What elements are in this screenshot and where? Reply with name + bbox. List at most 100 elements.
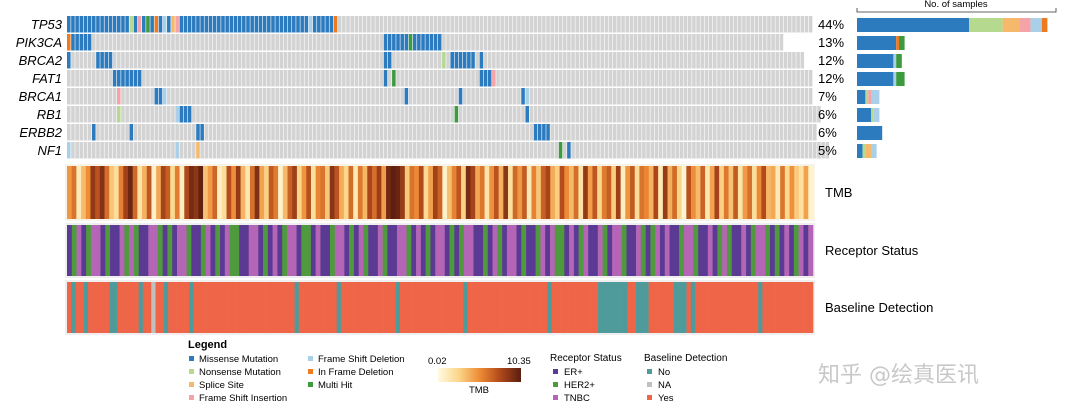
baseline-cell bbox=[210, 282, 215, 333]
mutation-cell-erbb2-none bbox=[554, 124, 559, 141]
mutation-cell-nf1-none bbox=[246, 142, 250, 159]
mutation-cell-fat1-none bbox=[425, 70, 429, 87]
mutation-cell-pik3ca-none bbox=[121, 34, 125, 51]
mutation-cell-pik3ca-none bbox=[596, 34, 600, 51]
mutation-cell-brca1-none bbox=[437, 88, 442, 105]
mutation-cell-brca1-none bbox=[696, 88, 700, 105]
baseline-cell bbox=[614, 282, 620, 333]
mutation-cell-fat1-none bbox=[650, 70, 655, 87]
mutation-cell-erbb2-none bbox=[79, 124, 84, 141]
mutation-cell-nf1-none bbox=[337, 142, 342, 159]
bar-segment-tp53-missense bbox=[857, 18, 969, 32]
mutation-cell-brca2-none bbox=[225, 52, 229, 69]
mutation-cell-nf1-none bbox=[100, 142, 104, 159]
receptor-cell bbox=[554, 225, 560, 276]
mutation-cell-erbb2-none bbox=[158, 124, 163, 141]
legend-tmb-label: TMB bbox=[469, 385, 489, 396]
mutation-cell-rb1-none bbox=[637, 106, 642, 123]
mutation-cell-erbb2-none bbox=[425, 124, 429, 141]
pct-label-nf1: 5% bbox=[818, 143, 837, 158]
tmb-cell bbox=[756, 166, 762, 219]
mutation-cell-rb1-none bbox=[325, 106, 329, 123]
gene-label-brca2: BRCA2 bbox=[19, 53, 63, 68]
receptor-cell bbox=[612, 225, 618, 276]
mutation-cell-erbb2-none bbox=[67, 124, 71, 141]
mutation-cell-erbb2-none bbox=[800, 124, 805, 141]
mutation-cell-brca2-none bbox=[583, 52, 588, 69]
baseline-cell bbox=[201, 282, 207, 333]
baseline-cell bbox=[745, 282, 751, 333]
tmb-cell bbox=[611, 166, 617, 219]
mutation-cell-brca2-none bbox=[296, 52, 300, 69]
mutation-cell-brca2-none bbox=[396, 52, 400, 69]
mutation-cell-erbb2-none bbox=[171, 124, 175, 141]
mutation-cell-erbb2-none bbox=[212, 124, 217, 141]
tmb-cell bbox=[644, 166, 650, 219]
mutation-cell-erbb2-none bbox=[383, 124, 388, 141]
mutation-cell-tp53-none bbox=[408, 16, 413, 33]
mutation-cell-brca2-none bbox=[587, 52, 592, 69]
tmb-cell bbox=[798, 166, 804, 219]
mutation-cell-tp53-hit bbox=[233, 16, 238, 33]
mutation-cell-nf1-none bbox=[283, 142, 288, 159]
mutation-cell-tp53-none bbox=[617, 16, 621, 33]
mutation-cell-brca1-none bbox=[287, 88, 292, 105]
tmb-cell bbox=[508, 166, 514, 219]
mutation-cell-tp53-none bbox=[467, 16, 471, 33]
legend-label-fsins: Frame Shift Insertion bbox=[199, 393, 287, 404]
mutation-cell-pik3ca-hit bbox=[392, 34, 396, 51]
mutation-cell-erbb2-none bbox=[342, 124, 346, 141]
mutation-cell-tp53-hit bbox=[146, 16, 150, 33]
mutation-cell-tp53-none bbox=[583, 16, 588, 33]
mutation-cell-erbb2-none bbox=[704, 124, 709, 141]
mutation-cell-tp53-hit bbox=[87, 16, 92, 33]
mutation-cell-tp53-hit bbox=[129, 16, 134, 33]
mutation-cell-rb1-none bbox=[254, 106, 259, 123]
mutation-cell-rb1-none bbox=[504, 106, 509, 123]
mutation-cell-pik3ca-none bbox=[612, 34, 617, 51]
receptor-cell bbox=[784, 225, 790, 276]
mutation-cell-brca1-none bbox=[342, 88, 346, 105]
mutation-cell-tp53-none bbox=[462, 16, 467, 33]
mutation-cell-erbb2-none bbox=[192, 124, 196, 141]
mutation-cell-erbb2-none bbox=[629, 124, 634, 141]
tmb-cell bbox=[752, 166, 757, 219]
mutation-cell-tp53-none bbox=[767, 16, 771, 33]
mutation-cell-pik3ca-none bbox=[333, 34, 338, 51]
mutation-cell-erbb2-none bbox=[183, 124, 188, 141]
mutation-cell-pik3ca-none bbox=[458, 34, 463, 51]
mutation-cell-rb1-none bbox=[621, 106, 625, 123]
mutation-cell-brca2-none bbox=[125, 52, 129, 69]
mutation-cell-fat1-none bbox=[154, 70, 159, 87]
mutation-cell-brca1-none bbox=[479, 88, 484, 105]
mutation-cell-fat1-none bbox=[725, 70, 730, 87]
mutation-cell-tp53-none bbox=[400, 16, 404, 33]
mutation-cell-fat1-none bbox=[546, 70, 550, 87]
mutation-cell-tp53-none bbox=[671, 16, 675, 33]
pct-label-brca1: 7% bbox=[818, 89, 837, 104]
mutation-cell-nf1-none bbox=[650, 142, 655, 159]
mutation-cell-brca1-none bbox=[375, 88, 379, 105]
mutation-cell-rb1-none bbox=[100, 106, 104, 123]
mutation-cell-erbb2-none bbox=[150, 124, 154, 141]
mutation-cell-nf1-none bbox=[792, 142, 796, 159]
mutation-cell-pik3ca-none bbox=[133, 34, 138, 51]
mutation-cell-brca1-none bbox=[371, 88, 375, 105]
mutation-cell-tp53-none bbox=[396, 16, 400, 33]
tmb-cell bbox=[306, 166, 312, 219]
receptor-cell bbox=[277, 225, 283, 276]
mutation-cell-fat1-hit bbox=[121, 70, 125, 87]
receptor-cell bbox=[382, 225, 388, 276]
mutation-cell-rb1-none bbox=[337, 106, 342, 123]
mutation-cell-tp53-hit bbox=[300, 16, 304, 33]
mutation-cell-erbb2-none bbox=[125, 124, 129, 141]
mutation-cell-brca2-hit bbox=[479, 52, 484, 69]
mutation-cell-nf1-none bbox=[421, 142, 425, 159]
baseline-cell bbox=[121, 282, 127, 333]
mutation-cell-rb1-none bbox=[417, 106, 421, 123]
mutation-cell-rb1-none bbox=[429, 106, 434, 123]
mutation-cell-nf1-none bbox=[608, 142, 613, 159]
gene-label-nf1: NF1 bbox=[37, 143, 62, 158]
receptor-cell bbox=[669, 225, 675, 276]
receptor-cell bbox=[535, 225, 541, 276]
